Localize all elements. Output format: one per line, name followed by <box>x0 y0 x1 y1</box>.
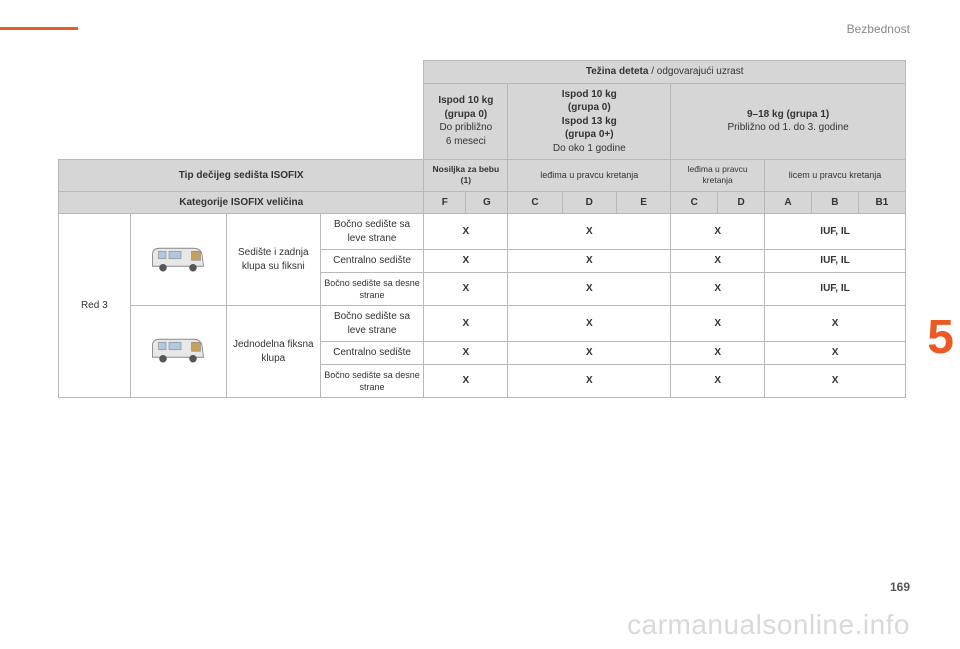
pos-center: Centralno sedište <box>320 342 424 365</box>
type-label: Tip dečijeg sedišta ISOFIX <box>59 160 424 192</box>
group-1: 9–18 kg (grupa 1) Približno od 1. do 3. … <box>671 83 906 160</box>
van-icon <box>148 330 208 368</box>
g0p-l4: (grupa 0+) <box>565 129 614 140</box>
v: IUF, IL <box>765 272 906 305</box>
van-icon-1 <box>130 214 226 306</box>
cat-label: Kategorije ISOFIX veličina <box>59 191 424 214</box>
v: IUF, IL <box>765 214 906 250</box>
cat-E: E <box>616 191 670 214</box>
v: X <box>424 364 508 397</box>
v: X <box>424 306 508 342</box>
v: X <box>765 364 906 397</box>
cat-C: C <box>508 191 562 214</box>
cat-A: A <box>765 191 812 214</box>
van-icon-2 <box>130 306 226 398</box>
type-c1: Nosiljka za bebu (1) <box>424 160 508 192</box>
g0p-l2: (grupa 0) <box>568 102 611 113</box>
spacer <box>59 61 424 84</box>
section-title: Bezbednost <box>847 22 910 36</box>
pos-left: Bočno sedište sa leve strane <box>320 214 424 250</box>
type-c2: leđima u pravcu kretanja <box>508 160 671 192</box>
table: Težina deteta / odgovarajući uzrast Ispo… <box>58 60 906 398</box>
v: X <box>671 272 765 305</box>
v: X <box>765 342 906 365</box>
page-number: 169 <box>890 580 910 594</box>
group-0: Ispod 10 kg (grupa 0) Do približno 6 mes… <box>424 83 508 160</box>
van-icon <box>148 239 208 277</box>
pos-left: Bočno sedište sa leve strane <box>320 306 424 342</box>
row3-label: Red 3 <box>59 214 131 398</box>
pos-right: Bočno sedište sa desne strane <box>320 364 424 397</box>
v: X <box>671 250 765 273</box>
cfg2: Jednodelna fiksna klupa <box>226 306 320 398</box>
chapter-number: 5 <box>927 310 954 365</box>
spacer <box>59 83 424 160</box>
pos-right: Bočno sedište sa desne strane <box>320 272 424 305</box>
g1-l1: 9–18 kg (grupa 1) <box>747 109 829 120</box>
g0p-l5: Do oko 1 godine <box>553 143 626 154</box>
v: X <box>765 306 906 342</box>
cat-B1: B1 <box>858 191 905 214</box>
v: X <box>424 272 508 305</box>
cat-D2: D <box>718 191 765 214</box>
v: IUF, IL <box>765 250 906 273</box>
weight-label-bold: Težina deteta <box>586 66 649 77</box>
g0-l3: Do približno <box>439 122 492 133</box>
type-c3: leđima u pravcu kretanja <box>671 160 765 192</box>
type-c4: licem u pravcu kretanja <box>765 160 906 192</box>
group-0plus: Ispod 10 kg (grupa 0) Ispod 13 kg (grupa… <box>508 83 671 160</box>
v: X <box>671 214 765 250</box>
cat-F: F <box>424 191 466 214</box>
v: X <box>508 342 671 365</box>
weight-header: Težina deteta / odgovarajući uzrast <box>424 61 906 84</box>
v: X <box>424 342 508 365</box>
g1-l2: Približno od 1. do 3. godine <box>728 122 849 133</box>
g0-l1: Ispod 10 kg <box>438 95 493 106</box>
v: X <box>424 214 508 250</box>
accent-bar <box>0 27 78 30</box>
v: X <box>671 306 765 342</box>
weight-label-rest: / odgovarajući uzrast <box>648 66 743 77</box>
g0p-l3: Ispod 13 kg <box>562 116 617 127</box>
v: X <box>508 214 671 250</box>
cat-D: D <box>562 191 616 214</box>
cat-C2: C <box>671 191 718 214</box>
v: X <box>508 272 671 305</box>
v: X <box>508 250 671 273</box>
g0-l4: 6 meseci <box>446 136 486 147</box>
cfg1: Sedište i zadnja klupa su fiksni <box>226 214 320 306</box>
cat-B: B <box>811 191 858 214</box>
isofix-table: Težina deteta / odgovarajući uzrast Ispo… <box>58 60 906 398</box>
v: X <box>671 364 765 397</box>
pos-center: Centralno sedište <box>320 250 424 273</box>
v: X <box>424 250 508 273</box>
v: X <box>508 306 671 342</box>
g0-l2: (grupa 0) <box>444 109 487 120</box>
v: X <box>671 342 765 365</box>
watermark: carmanualsonline.info <box>627 609 910 641</box>
cat-G: G <box>466 191 508 214</box>
v: X <box>508 364 671 397</box>
g0p-l1: Ispod 10 kg <box>562 89 617 100</box>
